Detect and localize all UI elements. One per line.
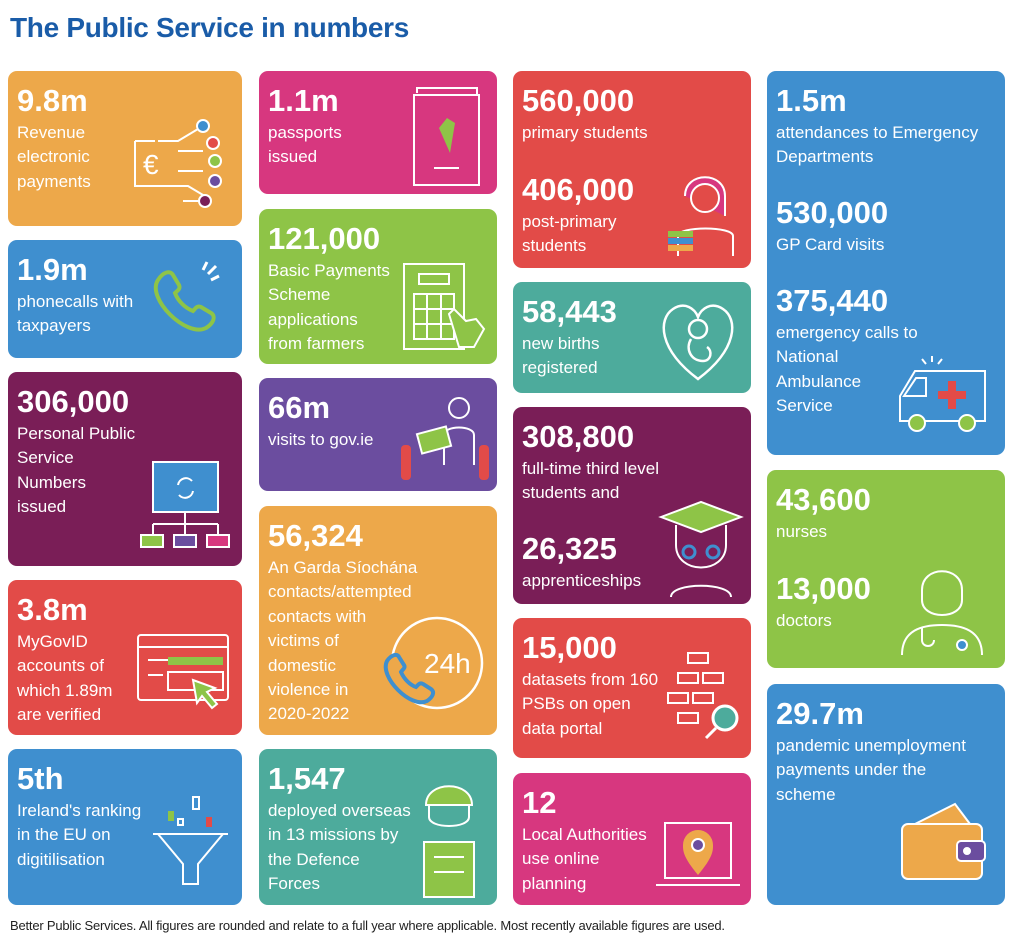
stat-label: visits to gov.ie	[268, 430, 374, 449]
stat-value: 58,443	[522, 294, 617, 329]
stat-label: doctors	[776, 611, 832, 630]
stat-label: Personal Public Service Numbers issued	[17, 424, 136, 517]
stat-label: attendances to Emergency Departments	[776, 123, 979, 167]
stat-value: 12	[522, 785, 557, 820]
funnel-icon	[148, 789, 233, 889]
stat-value: 13,000	[776, 571, 871, 606]
doctor-icon	[897, 560, 987, 660]
stat-value: 26,325	[522, 531, 617, 566]
laptop-pin-icon	[653, 813, 743, 898]
wallet-icon	[897, 799, 992, 884]
stat-value: 29.7m	[776, 696, 864, 731]
stat-value: 560,000	[522, 83, 635, 118]
person-laptop-icon	[399, 390, 494, 485]
soldier-icon	[414, 777, 484, 902]
footnote: Better Public Services. All figures are …	[10, 918, 725, 933]
svg-text:€: €	[143, 149, 159, 180]
stat-value: 530,000	[776, 195, 889, 230]
stat-value: 9.8m	[17, 83, 88, 118]
stat-label: emergency calls to National Ambulance Se…	[776, 323, 918, 416]
card-pps: 306,000 Personal Public Service Numbers i…	[8, 372, 242, 566]
card-govie: 66m visits to gov.ie	[259, 378, 497, 491]
stat-label: An Garda Síochána contacts/attempted con…	[268, 558, 418, 724]
stat-value: 66m	[268, 390, 331, 425]
card-garda: 56,324 An Garda Síochána contacts/attempt…	[259, 506, 497, 735]
stat-label: pandemic unemployment payments under the…	[776, 736, 966, 804]
stat-value: 1.1m	[268, 83, 339, 118]
stat-label: deployed overseas in 13 missions by the …	[268, 801, 411, 894]
stat-value: 306,000	[17, 384, 130, 419]
browser-cursor-icon	[133, 630, 233, 725]
card-revenue: 9.8m Revenue electronic payments €	[8, 71, 242, 226]
stat-label: nurses	[776, 522, 828, 541]
card-health: 1.5m attendances to Emergency Departments…	[767, 71, 1005, 455]
graduate-icon	[656, 492, 746, 602]
stat-value: 3.8m	[17, 592, 88, 627]
stat-label: Local Authorities use online planning	[522, 825, 647, 893]
stat-value: 375,440	[776, 283, 889, 318]
stat-value: 1.9m	[17, 252, 88, 287]
stat-value: 43,600	[776, 482, 871, 517]
card-pandemic: 29.7m pandemic unemployment payments unde…	[767, 684, 1005, 905]
card-thirdlevel: 308,800 full-time third level students an…	[513, 407, 751, 604]
stat-value: 406,000	[522, 172, 635, 207]
card-mygovid: 3.8m MyGovID accounts of which 1.89m are …	[8, 580, 242, 735]
stat-label: primary students	[522, 123, 648, 142]
stat-value: 5th	[17, 761, 64, 796]
phone-ringing-icon	[148, 260, 228, 340]
card-ranking: 5th Ireland's ranking in the EU on digiti…	[8, 749, 242, 905]
card-datasets: 15,000 datasets from 160 PSBs on open dat…	[513, 618, 751, 758]
icon-24h-text: 24h	[424, 648, 471, 679]
card-students: 560,000 primary students 406,000 post-prim…	[513, 71, 751, 268]
student-books-icon	[663, 166, 748, 261]
card-planning: 12 Local Authorities use online planning	[513, 773, 751, 905]
phone-24h-icon: 24h	[379, 611, 489, 721]
stat-label: MyGovID accounts of which 1.89m are veri…	[17, 632, 113, 725]
form-touch-icon	[399, 259, 494, 354]
stat-label: Ireland's ranking in the EU on digitilis…	[17, 801, 142, 869]
stat-value: 1,547	[268, 761, 346, 796]
baby-heart-icon	[653, 294, 743, 384]
stat-label: phonecalls with taxpayers	[17, 292, 134, 336]
stat-label: full-time third level students and	[522, 459, 659, 503]
stat-value: 1.5m	[776, 83, 847, 118]
stat-label: datasets from 160 PSBs on open data port…	[522, 670, 659, 738]
stat-value: 121,000	[268, 221, 381, 256]
stat-label: apprenticeships	[522, 571, 642, 590]
page-title: The Public Service in numbers	[10, 12, 409, 43]
card-bps: 121,000 Basic Payments Scheme application…	[259, 209, 497, 364]
card-nurses: 43,600 nurses 13,000 doctors	[767, 470, 1005, 668]
stat-label: GP Card visits	[776, 235, 885, 254]
folder-network-icon	[138, 457, 233, 552]
stat-label: Basic Payments Scheme applications from …	[268, 261, 390, 354]
passport-harp-icon	[409, 83, 484, 193]
stat-value: 308,800	[522, 419, 635, 454]
stat-label: Revenue electronic payments	[17, 123, 91, 191]
stat-label: passports issued	[268, 123, 342, 167]
stat-label: new births registered	[522, 334, 600, 378]
ambulance-icon	[892, 351, 997, 441]
card-phone: 1.9m phonecalls with taxpayers	[8, 240, 242, 358]
card-passports: 1.1m passports issued	[259, 71, 497, 194]
data-search-icon	[663, 648, 748, 743]
stat-value: 56,324	[268, 518, 363, 553]
euro-circuit-icon: €	[123, 116, 233, 211]
stat-value: 15,000	[522, 630, 617, 665]
card-defence: 1,547 deployed overseas in 13 missions by…	[259, 749, 497, 905]
card-births: 58,443 new births registered	[513, 282, 751, 393]
stat-label: post-primary students	[522, 212, 617, 256]
